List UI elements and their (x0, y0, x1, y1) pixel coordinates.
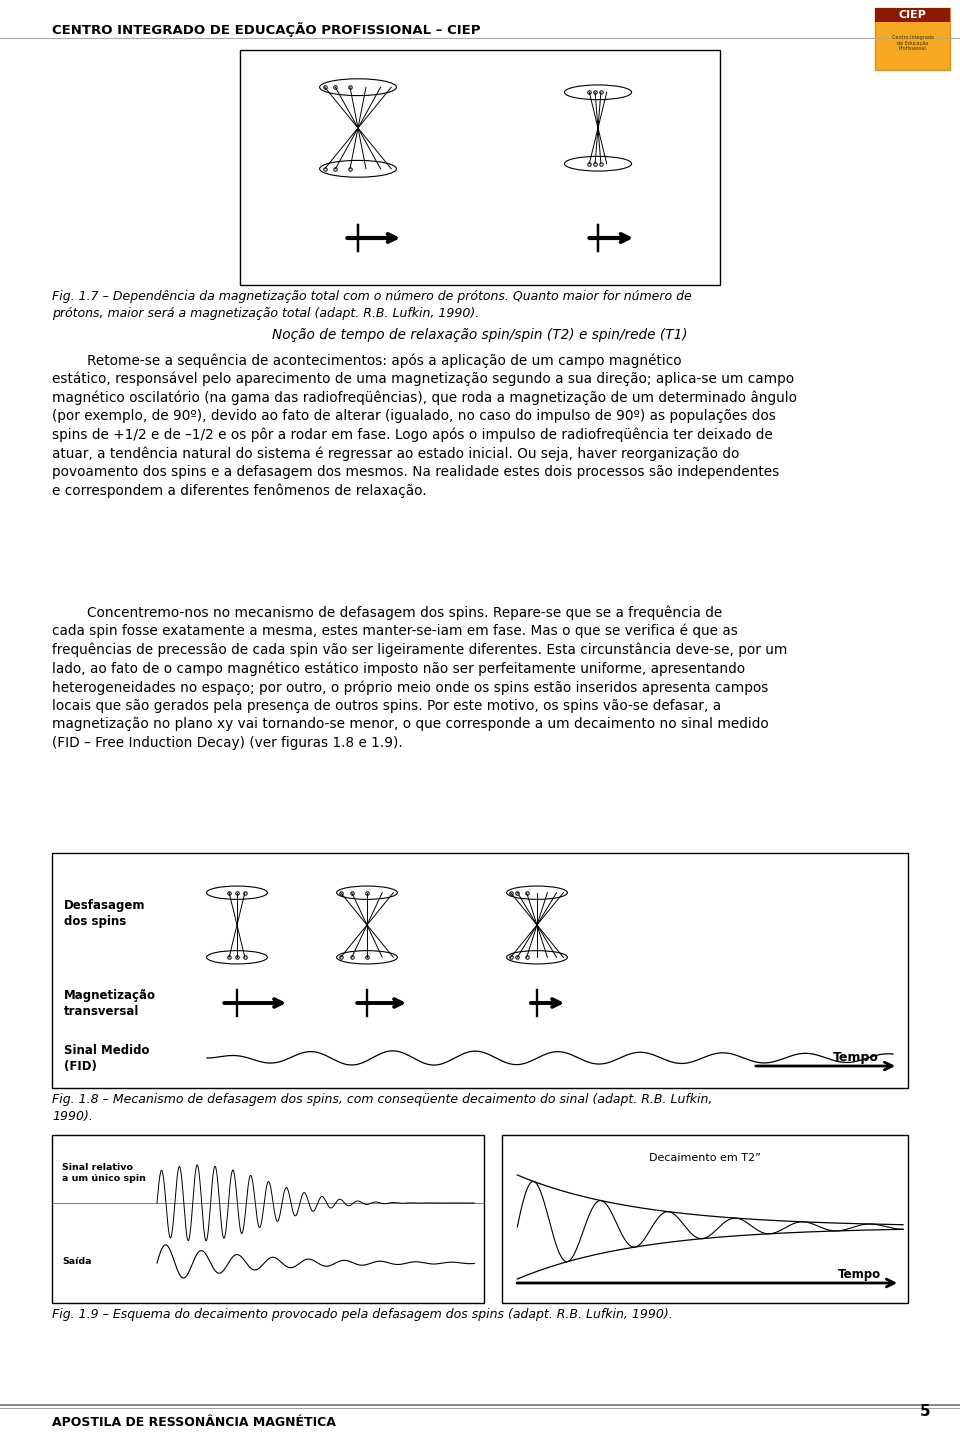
Text: Fig. 1.9 – Esquema do decaimento provocado pela defasagem dos spins (adapt. R.B.: Fig. 1.9 – Esquema do decaimento provoca… (52, 1307, 673, 1320)
Text: Tempo: Tempo (833, 1051, 878, 1063)
Text: Sinal relativo
a um único spin: Sinal relativo a um único spin (62, 1163, 146, 1183)
Bar (875, 9, 950, 22)
Bar (502, 1136, 908, 1303)
Text: Fig. 1.7 – Dependência da magnetização total com o número de prótons. Quanto mai: Fig. 1.7 – Dependência da magnetização t… (52, 290, 692, 319)
Text: Sinal Medido
(FID): Sinal Medido (FID) (64, 1043, 150, 1072)
Text: CENTRO INTEGRADO DE EDUCAÇÃO PROFISSIONAL – CIEP: CENTRO INTEGRADO DE EDUCAÇÃO PROFISSIONA… (52, 22, 481, 38)
Text: APOSTILA DE RESSONÂNCIA MAGNÉTICA: APOSTILA DE RESSONÂNCIA MAGNÉTICA (52, 1416, 336, 1429)
Text: Fig. 1.8 – Mecanismo de defasagem dos spins, com conseqüente decaimento do sinal: Fig. 1.8 – Mecanismo de defasagem dos sp… (52, 1092, 712, 1123)
Text: Tempo: Tempo (838, 1268, 881, 1281)
Text: Decaimento em T2”: Decaimento em T2” (649, 1153, 761, 1163)
Bar (240, 51, 720, 286)
Text: CIEP: CIEP (899, 10, 926, 20)
FancyBboxPatch shape (875, 9, 950, 71)
Text: Magnetização
transversal: Magnetização transversal (64, 988, 156, 1017)
Bar (52, 1136, 484, 1303)
Text: Saída: Saída (62, 1257, 91, 1266)
Text: Noção de tempo de relaxação spin/spin (T2) e spin/rede (T1): Noção de tempo de relaxação spin/spin (T… (273, 328, 687, 342)
Text: Retome-se a sequência de acontecimentos: após a aplicação de um campo magnético
: Retome-se a sequência de acontecimentos:… (52, 354, 797, 498)
Text: Centro Integrado
de Educação
Profissional: Centro Integrado de Educação Profissiona… (892, 35, 933, 52)
Text: 5: 5 (920, 1404, 930, 1418)
Bar (52, 853, 908, 1088)
Text: Desfasagem
dos spins: Desfasagem dos spins (64, 899, 146, 928)
Text: Concentremo-nos no mecanismo de defasagem dos spins. Repare-se que se a frequênc: Concentremo-nos no mecanismo de defasage… (52, 605, 787, 749)
